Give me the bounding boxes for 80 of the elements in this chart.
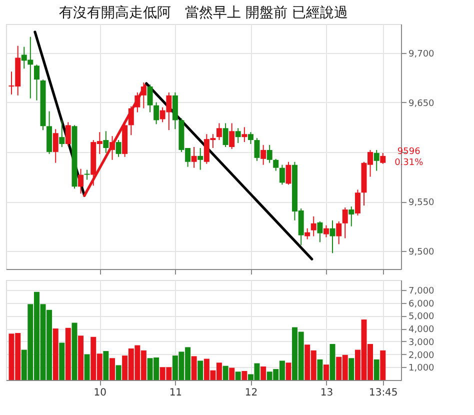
candlestick [147, 84, 153, 113]
candlestick [222, 122, 228, 148]
bar [65, 328, 71, 380]
y-tick-label: 9,650 [408, 98, 435, 109]
y-tick-label: 4,000 [408, 325, 435, 336]
candlestick [317, 220, 323, 243]
y-tick-label: 7,000 [408, 286, 435, 296]
candlestick [374, 149, 380, 172]
candlestick [198, 147, 204, 170]
candlestick [191, 146, 197, 168]
candlestick [342, 207, 348, 239]
bar [242, 370, 248, 380]
bar [110, 358, 116, 380]
bar [191, 356, 197, 380]
candlestick [59, 120, 65, 148]
bar [72, 322, 78, 380]
candlestick [110, 136, 116, 160]
bar [260, 366, 266, 380]
bar [235, 372, 241, 380]
candlestick [279, 164, 285, 186]
candlestick [354, 189, 360, 216]
candlestick [65, 122, 71, 147]
candlestick [34, 64, 40, 101]
candlestick [380, 152, 386, 164]
candlestick [78, 168, 84, 194]
candlestick [310, 216, 316, 237]
y-tick-label: 6,000 [408, 299, 435, 310]
candlestick [128, 106, 134, 136]
bar [116, 365, 122, 380]
bar [222, 366, 228, 380]
candlestick [52, 128, 58, 164]
candlestick [235, 128, 241, 144]
bar [198, 360, 204, 380]
x-tick-label: 13 [320, 388, 334, 398]
candlestick [216, 122, 222, 141]
candlestick [154, 102, 160, 125]
bar [103, 351, 109, 380]
annotation: 9596 [397, 146, 421, 157]
x-tick-label: 12 [244, 388, 258, 398]
candlestick [103, 130, 109, 154]
candlestick [134, 92, 140, 113]
candlestick [330, 220, 336, 254]
candlestick [266, 144, 272, 164]
candlestick [248, 132, 254, 145]
candlestick [273, 158, 279, 172]
candlestick [260, 144, 266, 166]
y-tick-label: 9,700 [408, 49, 435, 60]
bar [229, 368, 235, 380]
bar [286, 362, 292, 380]
bar [84, 354, 90, 380]
candlestick [348, 206, 354, 227]
y-tick-label: 9,550 [408, 198, 435, 208]
candlestick [242, 126, 248, 143]
candlestick [336, 220, 342, 245]
candlestick [229, 122, 235, 150]
bar [380, 350, 386, 380]
candlestick [286, 161, 292, 186]
candlestick [304, 228, 310, 240]
bar [52, 328, 58, 380]
y-tick-label: 1,000 [408, 364, 435, 374]
annotation: 0.31% [394, 158, 424, 168]
bar [317, 359, 323, 380]
candlestick [84, 169, 90, 180]
chart-title: 有沒有開高走低阿 當然早上 開盤前 已經說過 [59, 5, 348, 21]
bar [348, 358, 354, 380]
y-tick-label: 9,500 [408, 248, 435, 258]
y-tick-label: 5,000 [408, 312, 435, 322]
bar [330, 344, 336, 380]
y-tick-label: 2,000 [408, 350, 435, 361]
bar [59, 342, 65, 380]
bar [323, 364, 329, 380]
candlestick [323, 224, 329, 238]
x-tick-label: 13:45 [368, 388, 398, 398]
x-tick-label: 10 [94, 388, 107, 398]
bar [78, 336, 84, 380]
y-tick-label: 3,000 [408, 338, 435, 348]
x-tick-label: 11 [169, 388, 182, 398]
candlestick [116, 140, 122, 158]
candlestick [254, 138, 260, 162]
bar [374, 359, 380, 380]
